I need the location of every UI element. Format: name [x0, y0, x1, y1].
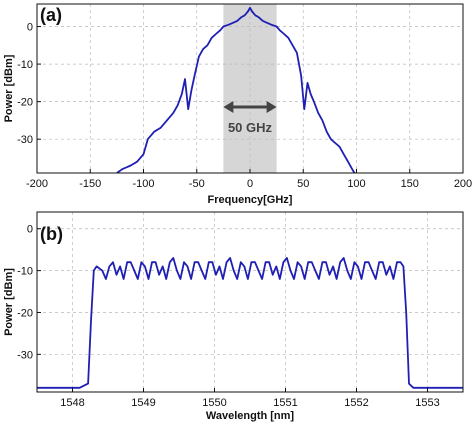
y-tick-label: -10 — [17, 59, 33, 71]
y-axis-label: Power [dBm] — [3, 268, 15, 336]
x-tick-label: 200 — [454, 178, 472, 190]
plot-frame — [36, 211, 464, 393]
arrow-head-left-icon — [223, 101, 234, 113]
x-tick-label: -200 — [26, 178, 48, 190]
bandwidth-annotation: 50 GHz — [228, 120, 273, 135]
arrow-head-right-icon — [266, 101, 277, 113]
x-tick-label: 150 — [401, 178, 419, 190]
y-tick-label: 0 — [27, 22, 33, 34]
x-tick-label: -100 — [132, 178, 154, 190]
x-tick-label: 1551 — [273, 397, 297, 409]
x-tick-label: 50 — [297, 178, 309, 190]
panel-label: (a) — [40, 5, 62, 25]
chart-panel-a: -200 -150 -100 -50 0 50 100 150 200 0 -10 -20 -30 Fre… — [3, 3, 472, 206]
x-axis-label: Frequency[GHz] — [208, 194, 293, 206]
x-tick-label: 1549 — [131, 397, 155, 409]
spectrum-line — [116, 6, 356, 173]
x-tick-label: 100 — [347, 178, 365, 190]
chart-panel-b: 1548 1549 1550 1551 1552 1553 0 -10 -20 -30 Wavele… — [3, 211, 464, 422]
x-tick-label: 1548 — [60, 397, 84, 409]
y-tick-label: -20 — [17, 307, 33, 319]
y-tick-label: 0 — [27, 224, 33, 236]
x-tick-label: -50 — [189, 178, 205, 190]
x-tick-label: 1553 — [415, 397, 439, 409]
y-tick-label: -30 — [17, 134, 33, 146]
y-axis-label: Power [dBm] — [3, 54, 15, 122]
y-tick-label: -10 — [17, 266, 33, 278]
x-tick-label: -150 — [79, 178, 101, 190]
y-tick-label: -30 — [17, 349, 33, 361]
x-tick-label: 0 — [247, 178, 253, 190]
panel-label: (b) — [40, 224, 63, 244]
spectrum-line — [37, 257, 463, 389]
y-tick-label: -20 — [17, 97, 33, 109]
x-tick-label: 1552 — [344, 397, 368, 409]
x-axis-label: Wavelength [nm] — [206, 410, 295, 422]
x-tick-label: 1550 — [202, 397, 226, 409]
